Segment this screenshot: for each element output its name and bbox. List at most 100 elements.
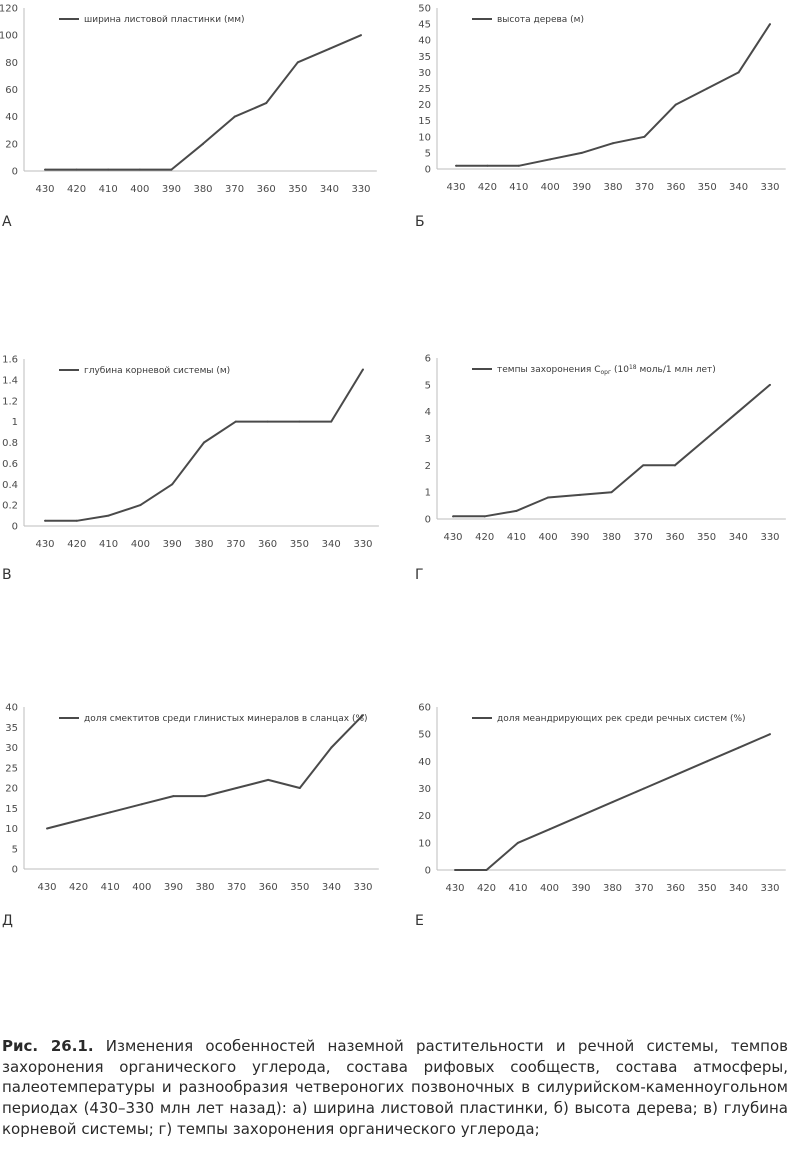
data-point bbox=[673, 464, 676, 467]
x-tick-label: 350 bbox=[697, 532, 716, 543]
data-point bbox=[737, 71, 740, 74]
data-point bbox=[674, 103, 677, 106]
data-point bbox=[486, 164, 489, 167]
x-tick-label: 420 bbox=[477, 883, 496, 894]
legend-label: глубина корневой системы (м) bbox=[84, 366, 230, 376]
x-tick-label: 350 bbox=[288, 184, 307, 195]
x-tick-label: 410 bbox=[507, 532, 526, 543]
y-tick-label: 5 bbox=[12, 844, 18, 855]
x-tick-label: 360 bbox=[666, 182, 685, 193]
data-point bbox=[233, 115, 236, 118]
y-tick-label: 45 bbox=[418, 20, 431, 31]
y-tick-label: 2 bbox=[425, 461, 431, 472]
data-point bbox=[234, 420, 237, 423]
data-point bbox=[75, 168, 78, 171]
x-tick-label: 430 bbox=[445, 883, 464, 894]
data-point bbox=[139, 504, 142, 507]
data-point bbox=[549, 158, 552, 161]
data-point bbox=[44, 519, 46, 522]
caption-number: Рис. 26.1. bbox=[2, 1037, 94, 1055]
x-tick-label: 330 bbox=[353, 882, 372, 893]
x-tick-label: 340 bbox=[729, 883, 748, 894]
y-tick-label: 0 bbox=[12, 865, 18, 876]
data-point bbox=[706, 760, 708, 763]
x-tick-label: 410 bbox=[99, 184, 118, 195]
y-tick-label: 120 bbox=[0, 4, 18, 15]
data-point bbox=[455, 164, 457, 167]
y-tick-label: 100 bbox=[0, 31, 18, 42]
x-tick-label: 430 bbox=[37, 882, 56, 893]
y-tick-label: 35 bbox=[5, 723, 18, 734]
data-point bbox=[515, 509, 518, 512]
x-tick-label: 390 bbox=[570, 532, 589, 543]
x-tick-label: 410 bbox=[101, 882, 120, 893]
x-tick-label: 330 bbox=[760, 182, 779, 193]
panel-label-g: Г bbox=[415, 567, 424, 583]
y-tick-label: 3 bbox=[425, 434, 431, 445]
caption-text: Изменения особенностей наземной растител… bbox=[2, 1037, 788, 1138]
y-tick-label: 35 bbox=[418, 52, 431, 63]
x-tick-label: 380 bbox=[195, 882, 214, 893]
data-point bbox=[265, 102, 268, 105]
data-point bbox=[610, 491, 613, 494]
x-tick-label: 350 bbox=[290, 882, 309, 893]
x-tick-label: 420 bbox=[69, 882, 88, 893]
legend-label: высота дерева (м) bbox=[497, 15, 584, 25]
data-point bbox=[298, 420, 301, 423]
data-point bbox=[547, 496, 550, 499]
x-tick-label: 370 bbox=[635, 182, 654, 193]
y-tick-label: 0 bbox=[12, 522, 18, 533]
panel-label-b: Б bbox=[415, 214, 425, 230]
data-point bbox=[202, 142, 204, 145]
y-tick-label: 10 bbox=[418, 132, 431, 143]
data-point bbox=[643, 135, 646, 138]
y-tick-label: 0.4 bbox=[2, 480, 18, 491]
y-tick-label: 25 bbox=[418, 84, 431, 95]
data-point bbox=[296, 61, 299, 64]
y-tick-label: 25 bbox=[5, 763, 18, 774]
data-point bbox=[77, 819, 80, 822]
chart-v: 0 0.2 0.4 0.6 0.8 1 1.2 1.4 1.6 430 420 410 400 390 38… bbox=[2, 355, 379, 550]
x-tick-label: 400 bbox=[132, 882, 151, 893]
data-point bbox=[360, 34, 362, 37]
x-tick-label: 350 bbox=[698, 182, 717, 193]
x-tick-label: 390 bbox=[163, 539, 182, 550]
data-point bbox=[170, 168, 173, 171]
x-tick-label: 420 bbox=[475, 532, 494, 543]
x-tick-label: 360 bbox=[665, 532, 684, 543]
x-tick-label: 380 bbox=[603, 182, 622, 193]
y-tick-label: 4 bbox=[425, 407, 431, 418]
x-tick-label: 360 bbox=[666, 883, 685, 894]
y-tick-label: 0 bbox=[425, 515, 431, 526]
x-tick-label: 430 bbox=[446, 182, 465, 193]
data-point bbox=[172, 795, 175, 798]
y-tick-label: 40 bbox=[5, 703, 18, 714]
data-point bbox=[611, 801, 614, 804]
x-tick-label: 340 bbox=[729, 182, 748, 193]
x-tick-label: 340 bbox=[729, 532, 748, 543]
data-point bbox=[612, 142, 614, 145]
y-tick-label: 1 bbox=[12, 417, 18, 428]
x-tick-label: 400 bbox=[130, 184, 149, 195]
data-point bbox=[140, 803, 143, 806]
data-point bbox=[706, 87, 709, 90]
data-point bbox=[109, 811, 112, 814]
data-point bbox=[266, 420, 269, 423]
y-tick-label: 1.4 bbox=[2, 375, 18, 386]
x-tick-label: 400 bbox=[540, 883, 559, 894]
chart-a: 0 20 40 60 80 100 120 430 420 410 400 390 380 370 360 3… bbox=[0, 4, 377, 195]
data-point bbox=[44, 168, 46, 171]
panel-label-d: Д bbox=[2, 913, 13, 929]
x-tick-label: 340 bbox=[322, 882, 341, 893]
data-point bbox=[643, 787, 645, 790]
y-tick-label: 30 bbox=[5, 743, 18, 754]
x-tick-label: 330 bbox=[760, 532, 779, 543]
x-tick-label: 330 bbox=[351, 184, 370, 195]
data-point bbox=[362, 368, 364, 371]
data-point bbox=[362, 714, 364, 717]
x-tick-label: 420 bbox=[67, 539, 86, 550]
chart-b: 0 5 10 15 20 25 30 35 40 45 50 430 420 410 400 390 380 37… bbox=[418, 4, 786, 193]
data-point bbox=[203, 441, 205, 444]
data-point bbox=[330, 746, 333, 749]
data-point bbox=[517, 841, 519, 844]
